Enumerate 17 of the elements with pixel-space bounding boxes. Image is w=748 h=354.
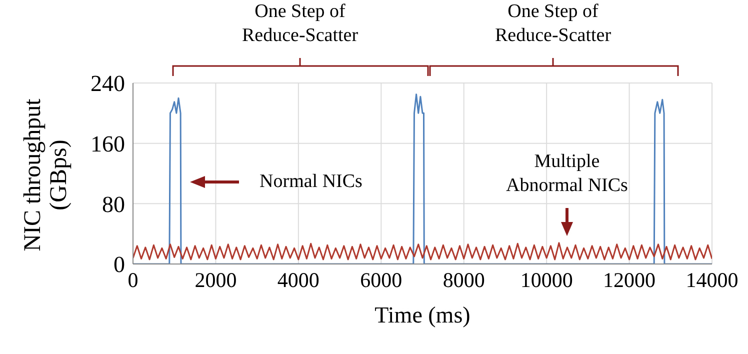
x-tick-label: 8000 <box>442 268 485 292</box>
y-tick-label: 240 <box>90 71 125 96</box>
x-tick-label: 6000 <box>360 268 402 292</box>
x-tick-label: 12000 <box>603 268 656 292</box>
x-tick-label: 2000 <box>194 268 237 292</box>
line-series <box>133 242 712 260</box>
x-tick-label: 10000 <box>520 268 573 292</box>
y-axis-title: NIC throughput (GBps) <box>20 98 72 254</box>
text: One Step of Reduce-Scatter <box>240 0 360 48</box>
annotation: Normal NICs <box>258 170 364 194</box>
annotation: Multiple Abnormal NICs <box>505 150 629 198</box>
x-tick-label: 14000 <box>686 268 738 292</box>
x-axis-title: Time (ms) <box>374 302 470 328</box>
y-tick-label: 160 <box>90 132 125 156</box>
text: One Step of Reduce-Scatter <box>494 0 612 48</box>
x-tick-label: 4000 <box>277 268 320 292</box>
y-tick-label: 80 <box>102 192 125 217</box>
